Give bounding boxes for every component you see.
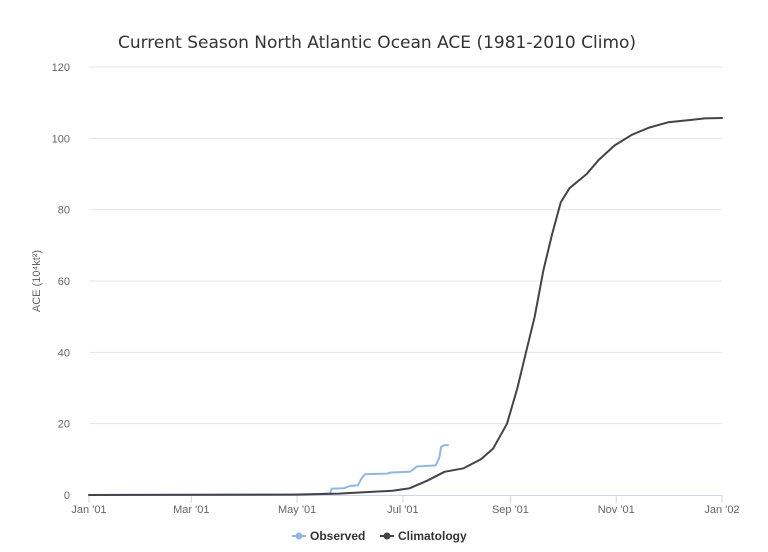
- legend-label: Climatology: [398, 529, 467, 543]
- y-tick-label: 80: [58, 205, 70, 217]
- x-tick-label: Sep '01: [492, 504, 529, 516]
- y-tick-label: 0: [64, 490, 70, 502]
- x-tick-label: Mar '01: [173, 504, 209, 516]
- y-tick-label: 60: [58, 276, 70, 288]
- series-line-climatology[interactable]: [88, 117, 723, 496]
- axes: 0 20 40 60 80 100 120 Jan '01 Mar '01 May '01 Jul …: [52, 62, 740, 516]
- y-tick-label: 20: [58, 419, 70, 431]
- x-tick-label: Nov '01: [598, 504, 635, 516]
- x-tick-label: Jan '01: [71, 504, 106, 516]
- y-tick-label: 40: [58, 347, 70, 359]
- chart-title: Current Season North Atlantic Ocean ACE …: [118, 33, 636, 53]
- series-layer: [88, 117, 723, 496]
- legend[interactable]: Observed Climatology: [292, 529, 467, 543]
- x-tick-label: Jan '02: [704, 504, 739, 516]
- legend-label: Observed: [310, 529, 365, 543]
- y-tick-label: 120: [52, 62, 70, 74]
- x-tick-label: Jul '01: [387, 504, 418, 516]
- series-line-observed[interactable]: [88, 444, 449, 496]
- legend-point-marker: [383, 532, 391, 540]
- y-axis-title: ACE (10⁴kt²): [31, 250, 43, 312]
- x-tick-label: May '01: [278, 504, 316, 516]
- grid-lines: [89, 66, 722, 425]
- legend-point-marker: [295, 532, 303, 540]
- y-tick-label: 100: [52, 133, 70, 145]
- legend-item-climatology[interactable]: Climatology: [380, 529, 467, 543]
- legend-item-observed[interactable]: Observed: [292, 529, 365, 543]
